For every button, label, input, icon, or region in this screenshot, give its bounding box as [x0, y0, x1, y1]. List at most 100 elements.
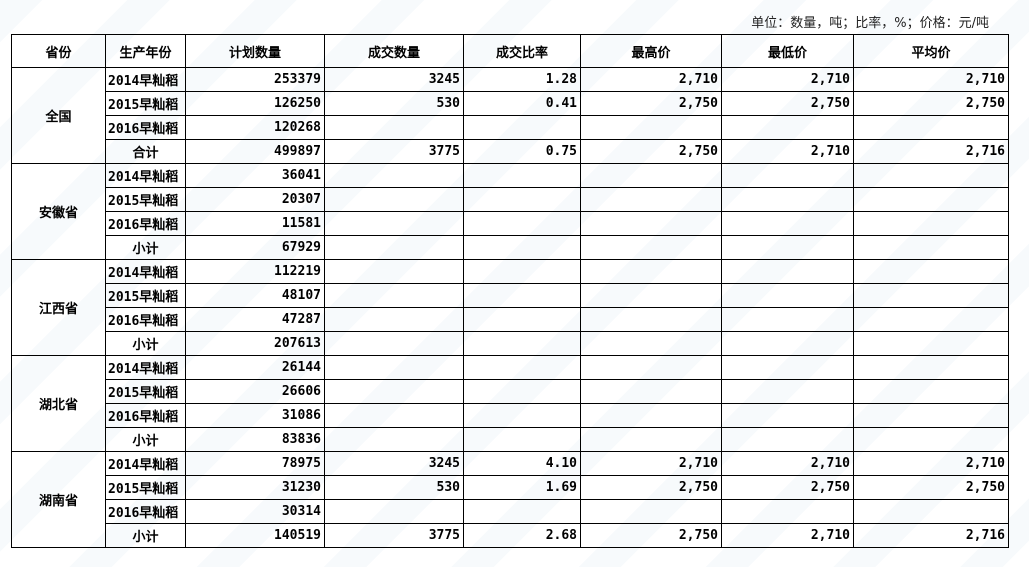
header-row: 省份 生产年份 计划数量 成交数量 成交比率 最高价 最低价 平均价 [11, 34, 1009, 68]
min-price-cell [721, 259, 854, 284]
planned-qty-cell: 78975 [185, 451, 325, 476]
trade-ratio-cell [463, 235, 581, 260]
min-price-cell: 2,710 [721, 451, 854, 476]
planned-qty-cell: 499897 [185, 139, 325, 164]
min-price-cell: 2,750 [721, 91, 854, 116]
table-row: 2016早籼稻 47287 [12, 307, 1009, 332]
max-price-cell [580, 163, 722, 188]
planned-qty-cell: 26144 [185, 355, 325, 380]
trade-ratio-cell [463, 307, 581, 332]
trade-ratio-cell [463, 331, 581, 356]
min-price-cell [721, 115, 854, 140]
min-price-cell: 2,710 [721, 523, 854, 548]
province-cell: 安徽省 [11, 163, 106, 260]
traded-qty-cell: 530 [324, 91, 464, 116]
header-trade-ratio: 成交比率 [463, 34, 581, 68]
avg-price-cell: 2,750 [853, 475, 1009, 500]
year-cell: 2015早籼稻 [105, 283, 186, 308]
year-cell: 2014早籼稻 [105, 163, 186, 188]
year-cell: 2015早籼稻 [105, 187, 186, 212]
trade-ratio-cell [463, 427, 581, 452]
max-price-cell: 2,710 [580, 67, 722, 92]
traded-qty-cell [324, 403, 464, 428]
max-price-cell [580, 187, 722, 212]
year-cell: 2014早籼稻 [105, 355, 186, 380]
trade-ratio-cell: 1.69 [463, 475, 581, 500]
table-row: 2016早籼稻 31086 [12, 403, 1009, 428]
table-row: 小计 83836 [12, 427, 1009, 452]
unit-note: 单位：数量，吨；比率，%；价格：元/吨 [751, 16, 989, 31]
planned-qty-cell: 47287 [185, 307, 325, 332]
table-row: 2015早籼稻 20307 [12, 187, 1009, 212]
year-cell: 2014早籼稻 [105, 451, 186, 476]
trade-ratio-cell: 2.68 [463, 523, 581, 548]
max-price-cell: 2,750 [580, 523, 722, 548]
table-row: 2015早籼稻 31230 530 1.69 2,750 2,750 2,750 [12, 475, 1009, 500]
avg-price-cell [853, 355, 1009, 380]
traded-qty-cell: 3775 [324, 523, 464, 548]
year-cell: 2015早籼稻 [105, 379, 186, 404]
trade-ratio-cell [463, 211, 581, 236]
header-min-price: 最低价 [721, 34, 854, 68]
avg-price-cell [853, 187, 1009, 212]
max-price-cell [580, 499, 722, 524]
province-cell: 湖北省 [11, 355, 106, 452]
province-cell: 湖南省 [11, 451, 106, 548]
planned-qty-cell: 120268 [185, 115, 325, 140]
year-cell: 2016早籼稻 [105, 499, 186, 524]
traded-qty-cell [324, 307, 464, 332]
header-traded-qty: 成交数量 [324, 34, 464, 68]
min-price-cell [721, 331, 854, 356]
min-price-cell [721, 211, 854, 236]
auction-results-table: 省份 生产年份 计划数量 成交数量 成交比率 最高价 最低价 平均价 全国 2014早籼稻 253… [11, 34, 1009, 548]
table-row: 2016早籼稻 120268 [12, 115, 1009, 140]
avg-price-cell [853, 403, 1009, 428]
table-row: 全国 2014早籼稻 253379 3245 1.28 2,710 2,710 2,710 [11, 67, 1009, 164]
max-price-cell [580, 427, 722, 452]
planned-qty-cell: 207613 [185, 331, 325, 356]
avg-price-cell [853, 163, 1009, 188]
planned-qty-cell: 20307 [185, 187, 325, 212]
planned-qty-cell: 126250 [185, 91, 325, 116]
trade-ratio-cell: 0.41 [463, 91, 581, 116]
year-cell: 2014早籼稻 [105, 259, 186, 284]
avg-price-cell: 2,710 [853, 451, 1009, 476]
avg-price-cell [853, 499, 1009, 524]
table-row: 湖南省 2014早籼稻 78975 3245 4.10 2,710 2,710 2,710 [11, 451, 1009, 548]
province-cell: 全国 [11, 67, 106, 164]
trade-ratio-cell [463, 163, 581, 188]
avg-price-cell [853, 283, 1009, 308]
header-max-price: 最高价 [580, 34, 722, 68]
table-row: 安徽省 2014早籼稻 36041 [11, 163, 1009, 260]
max-price-cell [580, 211, 722, 236]
trade-ratio-cell: 4.10 [463, 451, 581, 476]
table-row: 合计 499897 3775 0.75 2,750 2,710 2,716 [12, 139, 1009, 164]
year-cell: 小计 [105, 331, 186, 356]
traded-qty-cell [324, 187, 464, 212]
planned-qty-cell: 48107 [185, 283, 325, 308]
planned-qty-cell: 11581 [185, 211, 325, 236]
traded-qty-cell: 3775 [324, 139, 464, 164]
min-price-cell [721, 307, 854, 332]
max-price-cell: 2,710 [580, 451, 722, 476]
max-price-cell: 2,750 [580, 475, 722, 500]
planned-qty-cell: 67929 [185, 235, 325, 260]
max-price-cell [580, 307, 722, 332]
max-price-cell [580, 283, 722, 308]
max-price-cell [580, 355, 722, 380]
year-cell: 合计 [105, 139, 186, 164]
traded-qty-cell [324, 331, 464, 356]
min-price-cell: 2,750 [721, 475, 854, 500]
trade-ratio-cell: 0.75 [463, 139, 581, 164]
avg-price-cell: 2,716 [853, 523, 1009, 548]
year-cell: 2015早籼稻 [105, 91, 186, 116]
min-price-cell [721, 163, 854, 188]
min-price-cell [721, 499, 854, 524]
max-price-cell [580, 331, 722, 356]
traded-qty-cell: 3245 [324, 67, 464, 92]
trade-ratio-cell [463, 283, 581, 308]
table-row: 2016早籼稻 11581 [12, 211, 1009, 236]
max-price-cell [580, 379, 722, 404]
table-row: 2015早籼稻 126250 530 0.41 2,750 2,750 2,750 [12, 91, 1009, 116]
table-row: 湖北省 2014早籼稻 26144 [11, 355, 1009, 452]
